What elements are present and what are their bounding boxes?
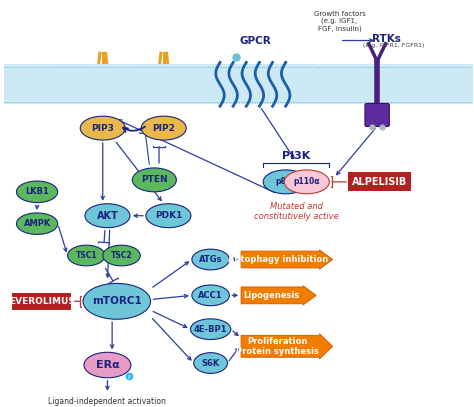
Text: p: p xyxy=(128,374,131,379)
Text: Lipogenesis: Lipogenesis xyxy=(243,291,299,300)
Text: PTEN: PTEN xyxy=(141,175,168,184)
Ellipse shape xyxy=(103,245,140,266)
Ellipse shape xyxy=(192,285,229,306)
FancyBboxPatch shape xyxy=(365,103,389,127)
Text: ALPELISIB: ALPELISIB xyxy=(352,177,407,187)
FancyArrow shape xyxy=(241,286,316,305)
Text: Proliferation
Protein synthesis: Proliferation Protein synthesis xyxy=(236,337,319,356)
Text: p110α: p110α xyxy=(293,177,320,186)
FancyBboxPatch shape xyxy=(347,172,411,191)
Text: mTORC1: mTORC1 xyxy=(92,296,142,306)
Ellipse shape xyxy=(85,204,130,228)
Ellipse shape xyxy=(191,319,231,339)
Text: Ligand-independent activation: Ligand-independent activation xyxy=(48,397,166,406)
Ellipse shape xyxy=(194,353,228,373)
Text: Mutated and
constitutively active: Mutated and constitutively active xyxy=(254,202,338,221)
Text: PIP3: PIP3 xyxy=(91,124,114,133)
Text: EVEROLIMUS: EVEROLIMUS xyxy=(9,297,75,306)
FancyArrow shape xyxy=(241,334,333,359)
Text: RTKs: RTKs xyxy=(373,35,401,44)
Ellipse shape xyxy=(17,181,58,203)
Ellipse shape xyxy=(132,168,176,192)
Text: S6K: S6K xyxy=(201,359,220,368)
Ellipse shape xyxy=(17,213,58,234)
Text: Growth factors
(e.g. IGF1,
FGF, insulin): Growth factors (e.g. IGF1, FGF, insulin) xyxy=(314,11,365,32)
Ellipse shape xyxy=(146,204,191,228)
FancyBboxPatch shape xyxy=(12,293,71,310)
Ellipse shape xyxy=(284,170,329,194)
Text: PDK1: PDK1 xyxy=(155,211,182,220)
Text: AKT: AKT xyxy=(97,211,118,221)
FancyArrow shape xyxy=(241,250,333,269)
Text: AMPK: AMPK xyxy=(23,219,51,228)
Text: PI3K: PI3K xyxy=(282,151,310,161)
Ellipse shape xyxy=(84,352,131,378)
Text: LKB1: LKB1 xyxy=(25,187,49,196)
Ellipse shape xyxy=(141,116,186,140)
Text: Autophagy inhibition: Autophagy inhibition xyxy=(228,255,328,264)
Text: GPCR: GPCR xyxy=(239,37,271,46)
Text: TSC1: TSC1 xyxy=(75,251,97,260)
Text: (e.g. IGFR1, FGFR1): (e.g. IGFR1, FGFR1) xyxy=(363,43,424,48)
Text: TSC2: TSC2 xyxy=(111,251,132,260)
Text: ATGs: ATGs xyxy=(199,255,222,264)
Text: PIP2: PIP2 xyxy=(152,124,175,133)
FancyBboxPatch shape xyxy=(4,64,474,104)
Ellipse shape xyxy=(192,249,229,270)
Text: ACC1: ACC1 xyxy=(198,291,223,300)
Text: p85α: p85α xyxy=(275,177,296,186)
Ellipse shape xyxy=(80,116,125,140)
Ellipse shape xyxy=(263,170,308,194)
Ellipse shape xyxy=(68,245,105,266)
Text: ERα: ERα xyxy=(96,360,119,370)
Text: 4E-BP1: 4E-BP1 xyxy=(194,325,228,334)
Ellipse shape xyxy=(83,283,151,319)
